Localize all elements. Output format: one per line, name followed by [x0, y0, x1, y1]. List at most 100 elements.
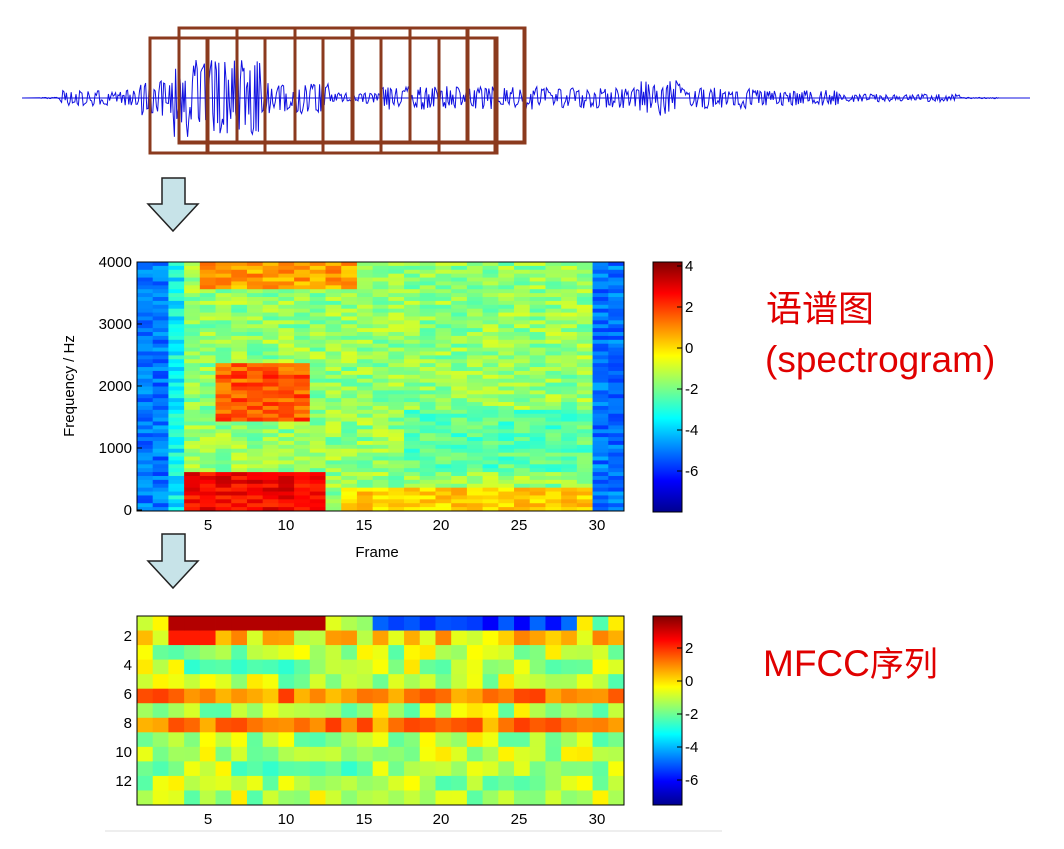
spectrogram-cell [262, 363, 279, 368]
spectrogram-colorbar: 4 2 0 -2 -4 -6 [652, 258, 698, 513]
spectrogram-cell [262, 351, 279, 356]
mfcc-cell [482, 761, 499, 777]
spectrogram-cell [356, 332, 374, 337]
spectrogram-cell [514, 433, 531, 438]
spectrogram-cell [608, 343, 625, 348]
mfcc-cell [231, 688, 248, 704]
spectrogram-cell [341, 269, 358, 275]
spectrogram-cell [231, 378, 248, 384]
spectrogram-cell [466, 386, 484, 391]
mfcc-cell [294, 732, 311, 748]
spectrogram-cell [529, 320, 546, 325]
mfcc-cell [325, 790, 342, 806]
spectrogram-cell [341, 386, 358, 391]
spectrogram-cell [231, 351, 248, 356]
spectrogram-cell [576, 394, 593, 399]
mfcc-cell [199, 775, 216, 791]
spectrogram-cell [419, 402, 436, 407]
mfcc-cell [561, 659, 578, 675]
spectrogram-cell [294, 390, 311, 395]
spectrogram-cell [576, 456, 593, 461]
spectrogram-cell [592, 468, 609, 473]
spectrogram-cell [356, 378, 374, 384]
spectrogram-cell [215, 281, 232, 286]
mfcc-cell [184, 703, 201, 719]
spectrogram-cell [608, 269, 625, 275]
spectrogram-cell [514, 343, 531, 348]
spectrogram-cell [514, 370, 531, 376]
spectrogram-cell [529, 300, 546, 306]
mfcc-cell [592, 761, 609, 777]
spectrogram-cell [514, 483, 531, 489]
spectrogram-cell [184, 452, 201, 457]
spectrogram-colorbar-tick: -4 [685, 422, 698, 439]
mfcc-cell [592, 746, 609, 762]
spectrogram-cell [466, 405, 484, 411]
spectrogram-cell [246, 277, 264, 282]
spectrogram-cell [168, 503, 185, 508]
spectrogram-cell [341, 378, 358, 384]
spectrogram-cell [199, 394, 216, 399]
spectrogram-cell [325, 394, 342, 399]
mfcc-cell [608, 790, 625, 806]
mfcc-xtick: 20 [433, 811, 450, 828]
mfcc-cell [137, 688, 154, 704]
spectrogram-cell [262, 495, 279, 500]
spectrogram-cell [592, 293, 609, 298]
mfcc-cell [152, 746, 169, 762]
spectrogram-cell [404, 495, 421, 500]
spectrogram-cell [561, 394, 578, 399]
spectrogram-cell [388, 495, 405, 500]
spectrogram-cell [168, 300, 185, 306]
spectrogram-cell [199, 370, 216, 376]
spectrogram-cell [309, 374, 326, 380]
mfcc-cell [561, 732, 578, 748]
spectrogram-cell [545, 367, 562, 372]
spectrogram-cell [278, 394, 295, 399]
mfcc-cell [435, 761, 452, 777]
mfcc-plot: 2 4 6 8 10 12 5 10 15 20 25 30 2 0 -2 -4… [105, 615, 938, 832]
spectrogram-cell [435, 328, 452, 333]
spectrogram-cell [435, 409, 452, 415]
spectrogram-cell [168, 464, 185, 469]
spectrogram-cell [231, 398, 248, 403]
spectrogram-cell [168, 456, 185, 461]
spectrogram-cell [608, 421, 625, 426]
spectrogram-cell [529, 262, 546, 267]
spectrogram-cell [309, 355, 326, 360]
spectrogram-cell [435, 386, 452, 391]
spectrogram-cell [325, 472, 342, 477]
spectrogram-cell [356, 448, 374, 454]
spectrogram-cell [419, 472, 436, 477]
spectrogram-cell [168, 390, 185, 395]
spectrogram-cell [545, 390, 562, 395]
spectrogram-cell [215, 363, 232, 368]
spectrogram-cell [231, 281, 248, 286]
spectrogram-cell [482, 413, 499, 419]
spectrogram-cell [231, 448, 248, 454]
spectrogram-cell [482, 491, 499, 496]
spectrogram-cell [435, 308, 452, 313]
spectrogram-cell [262, 335, 279, 341]
mfcc-cell [246, 732, 264, 748]
spectrogram-cell [576, 324, 593, 329]
spectrogram-cell [529, 339, 546, 345]
mfcc-cell [199, 630, 216, 646]
spectrogram-cell [356, 421, 374, 426]
spectrogram-cell [294, 394, 311, 399]
mfcc-cell [404, 659, 421, 675]
spectrogram-cell [152, 503, 169, 508]
spectrogram-cell [137, 437, 154, 442]
mfcc-cell [561, 630, 578, 646]
spectrogram-cell [545, 475, 562, 481]
spectrogram-cell [529, 328, 546, 333]
spectrogram-cell [451, 507, 468, 512]
spectrogram-cell [199, 386, 216, 391]
spectrogram-cell [482, 483, 499, 489]
spectrogram-colorbar-tick: 2 [685, 299, 693, 316]
mfcc-cell [545, 616, 562, 631]
spectrogram-cell [325, 398, 342, 403]
spectrogram-cell [215, 460, 232, 465]
spectrogram-cell [215, 479, 232, 485]
spectrogram-cell [137, 355, 154, 360]
